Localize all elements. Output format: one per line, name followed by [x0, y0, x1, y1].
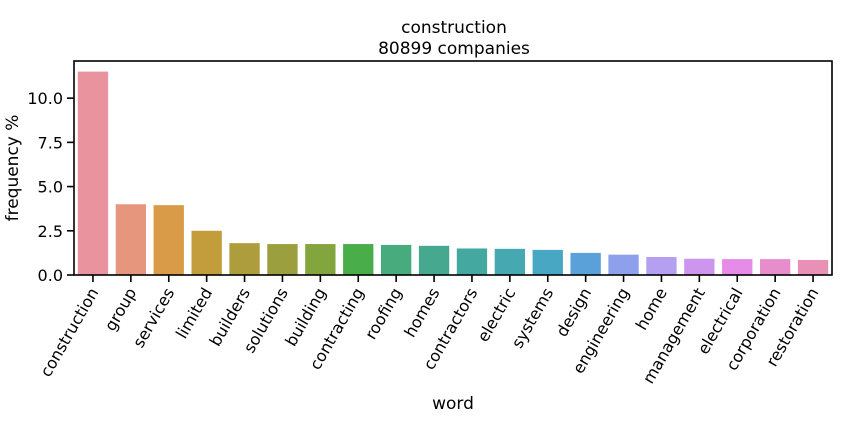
bar-roofing: [380, 244, 412, 275]
x-tick-label: home: [632, 285, 671, 334]
y-tick-label: 10.0: [27, 89, 63, 108]
y-tick-label: 2.5: [38, 222, 63, 241]
bar-homes: [418, 245, 450, 275]
bar-home: [646, 256, 677, 275]
bar-solutions: [267, 244, 298, 275]
bar-engineering: [608, 254, 639, 275]
y-tick-label: 5.0: [38, 178, 63, 197]
x-tick-label: construction: [36, 285, 102, 381]
bar-restoration: [797, 259, 829, 275]
bar-design: [570, 252, 601, 275]
bar-management: [684, 258, 715, 275]
x-axis: constructiongroupserviceslimitedbuilders…: [36, 275, 823, 387]
y-axis-label: frequency %: [3, 115, 23, 222]
bar-electrical: [722, 259, 753, 275]
x-tick-label: group: [101, 285, 141, 335]
bar-limited: [191, 230, 222, 275]
bar-systems: [532, 249, 563, 275]
bar-construction: [77, 71, 109, 275]
bar-contracting: [343, 244, 374, 275]
x-tick-label: roofing: [361, 285, 406, 343]
y-tick-label: 7.5: [38, 133, 63, 152]
bar-builders: [229, 243, 260, 275]
bar-electric: [494, 248, 526, 275]
bar-contractors: [456, 248, 488, 275]
bar-corporation: [759, 259, 791, 275]
y-axis: 0.0 2.5 5.0 7.5 10.0: [27, 89, 74, 285]
plot-frame: [73, 60, 833, 276]
y-tick-label: 0.0: [38, 266, 63, 285]
bar-group: [115, 204, 147, 275]
chart-title-line2: 80899 companies: [378, 39, 530, 59]
x-axis-label: word: [432, 394, 474, 414]
chart-title-line1: construction: [401, 18, 507, 38]
bar-building: [305, 244, 336, 275]
bars-group: [77, 71, 829, 275]
bar-services: [153, 205, 184, 275]
